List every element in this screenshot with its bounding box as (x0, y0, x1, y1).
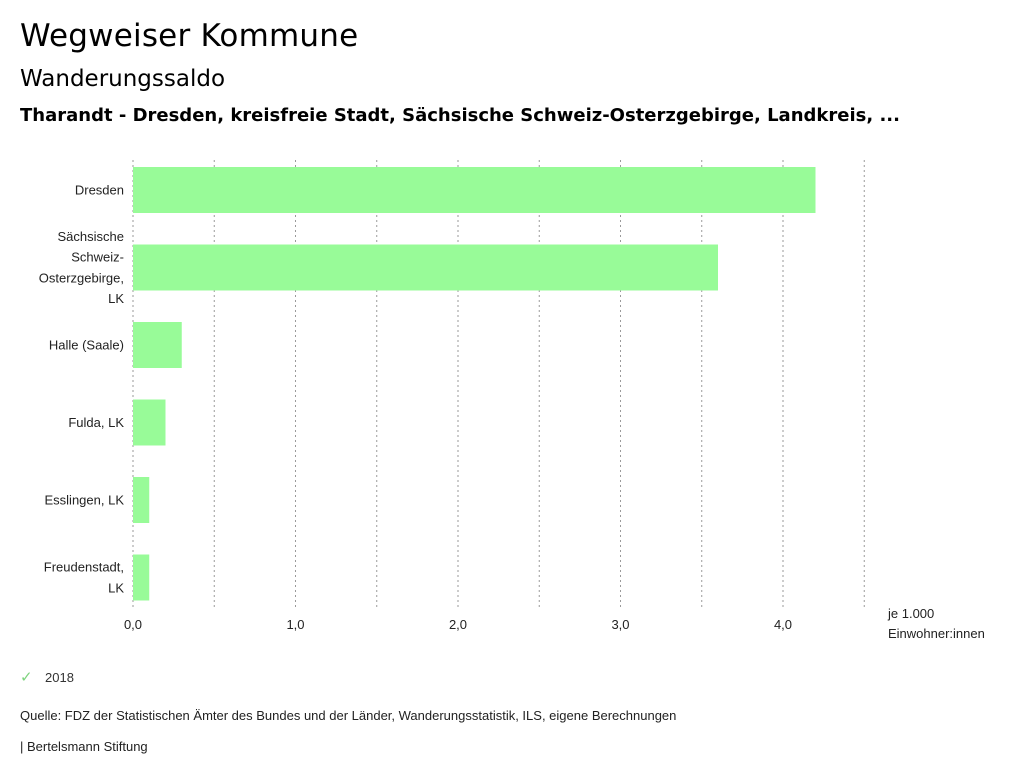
legend[interactable]: ✓ 2018 (20, 668, 74, 686)
category-label-line: Osterzgebirge, (39, 270, 124, 285)
category-label-4: Esslingen, LK (45, 493, 125, 508)
check-icon[interactable]: ✓ (20, 669, 33, 686)
category-label-line: Sächsische (58, 229, 124, 244)
page-title: Wegweiser Kommune (20, 18, 359, 54)
category-label-line: Fulda, LK (68, 415, 124, 430)
bar-1 (133, 244, 718, 291)
category-label-line: Schweiz- (71, 250, 124, 265)
x-tick-label-1: 1,0 (286, 617, 304, 632)
category-label-line: Dresden (75, 183, 124, 198)
category-label-line: Freudenstadt, (44, 560, 124, 575)
bar-0 (133, 167, 816, 213)
bar-4 (133, 477, 150, 523)
bar-5 (133, 554, 150, 601)
category-label-2: Halle (Saale) (49, 338, 124, 353)
bar-2 (133, 322, 182, 368)
category-label-1: Sächsische Schweiz- Osterzgebirge, LK (39, 229, 125, 306)
x-tick-label-3: 3,0 (611, 617, 629, 632)
category-label-line: LK (108, 580, 124, 595)
axis-unit-line2: Einwohner:innen (888, 626, 985, 641)
x-tick-label-0: 0,0 (124, 617, 142, 632)
category-label-3: Fulda, LK (68, 415, 124, 430)
category-label-line: Halle (Saale) (49, 338, 124, 353)
legend-label-2018: 2018 (45, 669, 74, 685)
brand-note: | Bertelsmann Stiftung (20, 739, 148, 754)
category-label-5: Freudenstadt, LK (44, 560, 125, 596)
category-label-line: Esslingen, LK (45, 493, 125, 508)
category-label-0: Dresden (75, 183, 124, 198)
category-label-line: LK (108, 291, 124, 306)
x-tick-label-2: 2,0 (449, 617, 467, 632)
bar-chart: Dresden Sächsische Schweiz- Osterzgebirge, L… (39, 160, 865, 632)
axis-unit-label: je 1.000 Einwohner:innen (888, 604, 985, 644)
source-note: Quelle: FDZ der Statistischen Ämter des … (20, 708, 677, 723)
region-title: Tharandt - Dresden, kreisfreie Stadt, Sä… (20, 105, 900, 126)
x-tick-label-4: 4,0 (774, 617, 792, 632)
axis-unit-line1: je 1.000 (888, 606, 935, 621)
page-subtitle: Wanderungssaldo (20, 66, 226, 92)
bar-3 (133, 399, 166, 446)
